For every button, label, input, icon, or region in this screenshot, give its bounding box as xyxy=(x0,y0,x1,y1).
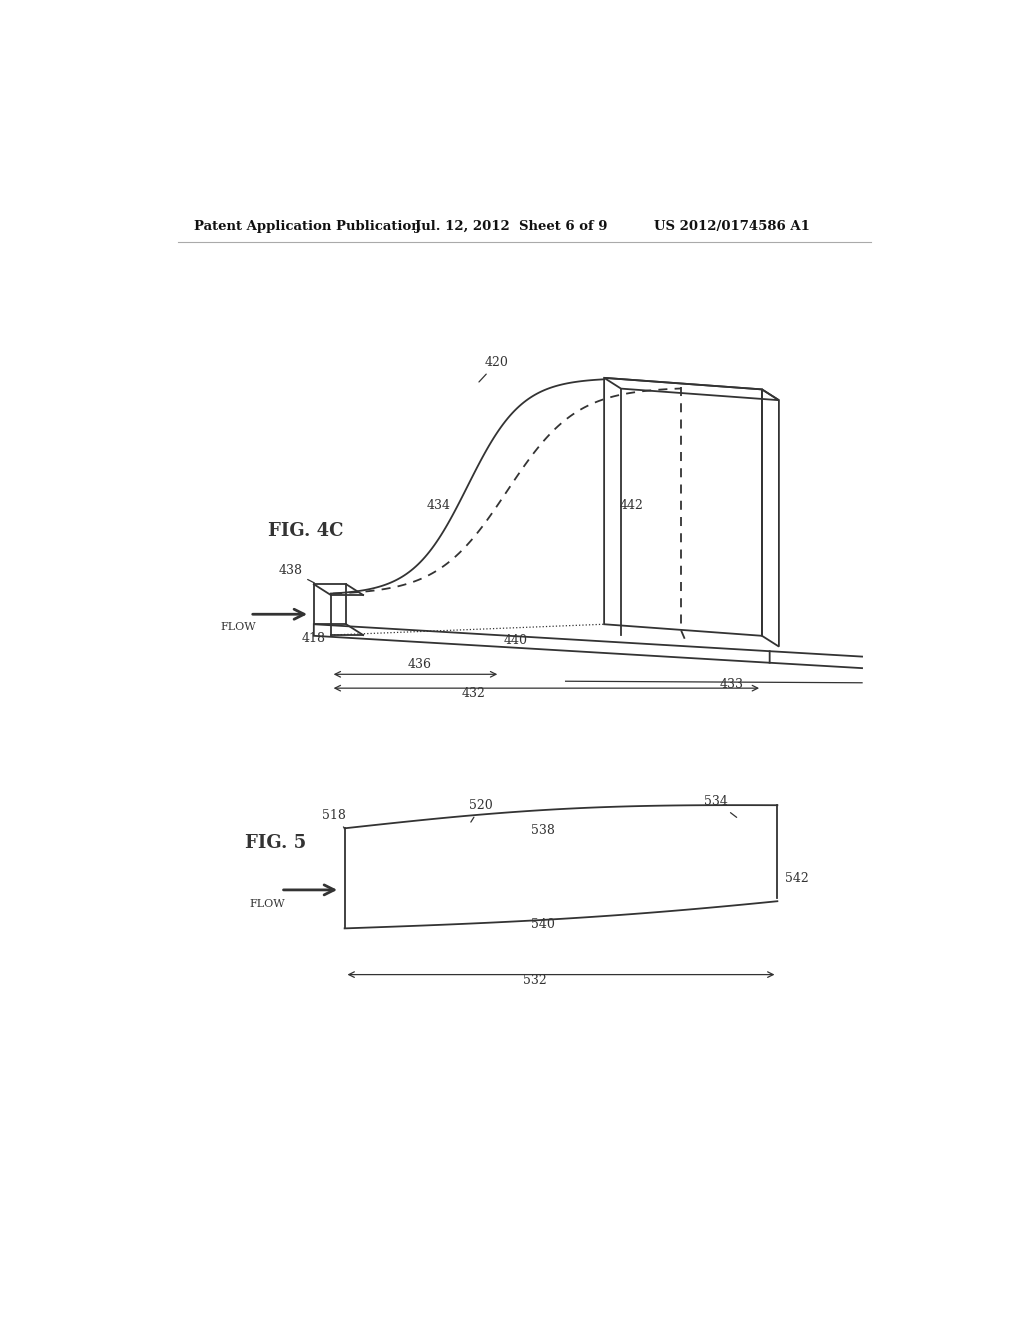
Text: 440: 440 xyxy=(503,634,527,647)
Text: 442: 442 xyxy=(620,499,643,512)
Bar xyxy=(313,585,346,624)
Text: FIG. 4C: FIG. 4C xyxy=(267,521,343,540)
Text: 420: 420 xyxy=(479,356,509,381)
Text: 538: 538 xyxy=(531,824,555,837)
Text: 436: 436 xyxy=(408,659,432,671)
Text: US 2012/0174586 A1: US 2012/0174586 A1 xyxy=(654,219,810,232)
Text: FIG. 5: FIG. 5 xyxy=(245,833,306,851)
Text: 542: 542 xyxy=(785,873,809,886)
Text: Jul. 12, 2012  Sheet 6 of 9: Jul. 12, 2012 Sheet 6 of 9 xyxy=(416,219,608,232)
Text: 518: 518 xyxy=(322,809,345,829)
Text: 534: 534 xyxy=(705,795,736,817)
Text: 540: 540 xyxy=(531,919,555,932)
Text: 434: 434 xyxy=(427,499,451,512)
Text: 520: 520 xyxy=(469,799,494,822)
Text: 532: 532 xyxy=(523,974,547,987)
Text: 418: 418 xyxy=(301,632,326,645)
Text: 438: 438 xyxy=(279,564,314,583)
Text: FLOW: FLOW xyxy=(250,899,286,909)
Text: FLOW: FLOW xyxy=(220,623,256,632)
Text: 432: 432 xyxy=(462,688,485,701)
Text: 433: 433 xyxy=(720,678,743,692)
Text: Patent Application Publication: Patent Application Publication xyxy=(194,219,421,232)
